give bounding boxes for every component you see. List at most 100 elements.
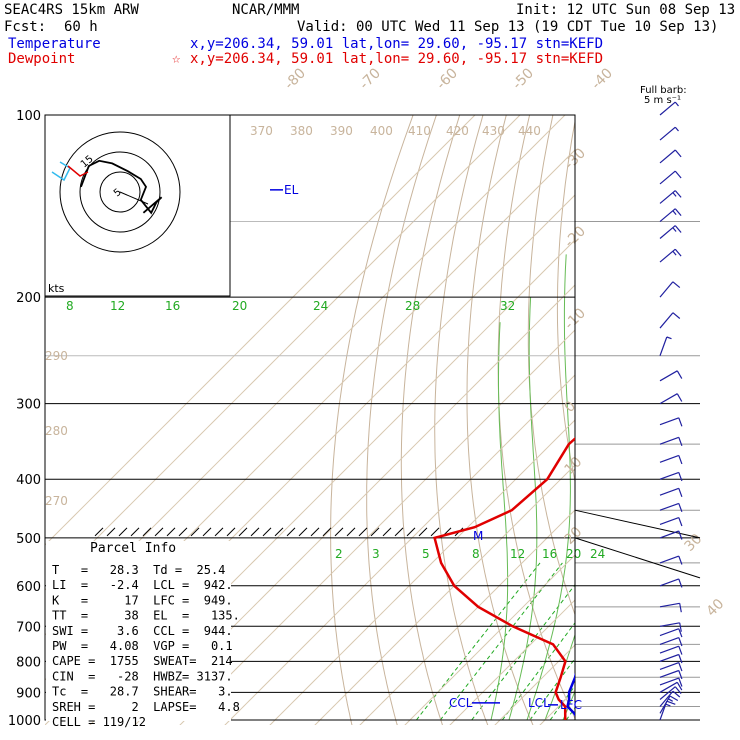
wind-barb-staff	[659, 681, 678, 693]
wind-barb	[659, 281, 681, 298]
moist-adiabat-label: 8	[66, 299, 74, 313]
freezing-hatch-mark	[214, 527, 224, 537]
wind-barb-flag	[678, 437, 683, 447]
wind-barb-staff	[659, 436, 680, 445]
wind-barb-flag	[678, 677, 683, 687]
wind-barb-flag	[672, 192, 677, 197]
wind-barb	[659, 417, 683, 427]
dry-adiabat-label: 430	[482, 124, 505, 138]
wind-barb	[659, 578, 683, 588]
moist-adiabat-line	[490, 322, 509, 721]
forecast-hours: 60 h	[64, 19, 98, 35]
isotherm-line	[269, 419, 575, 725]
moist-adiabat-label: 32	[500, 299, 515, 313]
mixing-ratio-line	[549, 684, 575, 721]
pressure-tick-label: 200	[16, 291, 41, 306]
wind-barb	[659, 669, 683, 680]
moist-adiabat-label: 28	[405, 299, 420, 313]
wind-barb-flag	[672, 227, 677, 232]
wind-barb-flag	[672, 210, 677, 215]
wind-barb-staff	[659, 170, 676, 185]
wind-barb-flag	[674, 248, 682, 257]
parcel-info-row: SREH = 2 LAPSE= 4.8	[52, 700, 240, 714]
moist-adiabat-label: 16	[165, 299, 180, 313]
barb-scale-line1: Full barb:	[640, 85, 687, 96]
wind-barb-staff	[659, 628, 680, 637]
freezing-hatch-mark	[94, 527, 104, 537]
wind-barb-flag	[672, 690, 681, 698]
isotherm-label: 20	[562, 524, 586, 548]
wind-barb	[659, 637, 683, 647]
freezing-hatch-mark	[334, 527, 344, 537]
wind-barb	[659, 126, 679, 141]
dry-adiabat-label: 370	[250, 124, 273, 138]
m-annotation: M	[473, 529, 483, 543]
parcel-info-row: PW = 4.08 VGP = 0.1	[52, 639, 233, 653]
freezing-hatch-mark	[430, 527, 440, 537]
wind-barb	[659, 170, 682, 185]
wind-barb	[659, 695, 679, 714]
freezing-hatch-mark	[310, 527, 320, 537]
mixing-ratio-line	[439, 562, 563, 721]
wind-barb	[659, 517, 683, 527]
hodograph-surface-trace	[67, 165, 89, 177]
dry-adiabat-line	[586, 115, 719, 733]
freezing-hatch-mark	[238, 527, 248, 537]
wind-barb	[659, 436, 683, 447]
dry-adiabat-line	[466, 115, 534, 725]
pressure-tick-label: 400	[16, 473, 41, 488]
hodograph-low-level-trace	[51, 161, 71, 182]
dry-adiabat-label: 440	[518, 124, 541, 138]
dry-adiabat-line	[366, 115, 437, 725]
dry-adiabat-label: 270	[45, 494, 68, 508]
wind-barb	[659, 662, 683, 672]
wind-barb-flag	[678, 503, 683, 513]
wind-barb-staff	[659, 225, 676, 239]
wind-barb-staff	[659, 602, 680, 608]
wind-barb-flag	[678, 472, 683, 482]
wind-barb-staff	[659, 502, 680, 511]
freezing-hatch-mark	[226, 527, 236, 537]
wind-barb-flag	[678, 654, 683, 664]
hodograph-ring	[99, 171, 141, 213]
isotherm-line	[539, 689, 575, 725]
mixing-ratio-line	[580, 563, 693, 720]
pressure-tick-label: 900	[16, 686, 41, 701]
wind-barb-staff	[659, 578, 680, 587]
parcel-info-box	[46, 541, 231, 721]
hodograph-ring	[79, 151, 161, 233]
moist-adiabat-label: 24	[313, 299, 328, 313]
center-title: NCAR/MMM	[232, 2, 299, 18]
wind-barb-staff	[659, 149, 676, 164]
wind-barb-flag	[674, 126, 679, 132]
lfc-annotation: LFC	[560, 698, 582, 712]
wind-barb-staff	[659, 471, 680, 480]
valid-time: Valid: 00 UTC Wed 11 Sep 13 (19 CDT Tue …	[297, 19, 718, 35]
wind-barb	[659, 190, 682, 204]
wind-barb-flag	[676, 370, 683, 379]
moist-adiabat-line	[599, 115, 740, 720]
mixing-ratio-label: 8	[472, 547, 480, 561]
pressure-tick-label: 700	[16, 620, 41, 635]
freezing-hatch-mark	[346, 527, 356, 537]
freezing-hatch-mark	[358, 527, 368, 537]
freezing-hatch-mark	[418, 527, 428, 537]
mixing-ratio-label: 3	[372, 547, 380, 561]
dry-adiabat-line	[613, 115, 740, 733]
lcl-annotation: LCL	[528, 696, 550, 710]
freezing-hatch-mark	[370, 527, 380, 537]
freezing-hatch-mark	[406, 527, 416, 537]
wind-barb-staff	[659, 653, 680, 662]
dry-adiabat-label: 390	[330, 124, 353, 138]
dry-adiabat-line	[434, 115, 489, 725]
wind-barb	[659, 208, 682, 222]
isotherm-line	[449, 599, 575, 725]
freezing-hatch-mark	[322, 527, 332, 537]
isotherm-line	[667, 115, 740, 733]
wind-barb-flag	[678, 578, 683, 588]
freezing-hatch-mark	[298, 527, 308, 537]
model-title: SEAC4RS 15km ARW	[4, 2, 139, 18]
wind-barb-staff	[659, 690, 674, 707]
wind-barb-flag	[678, 530, 683, 540]
